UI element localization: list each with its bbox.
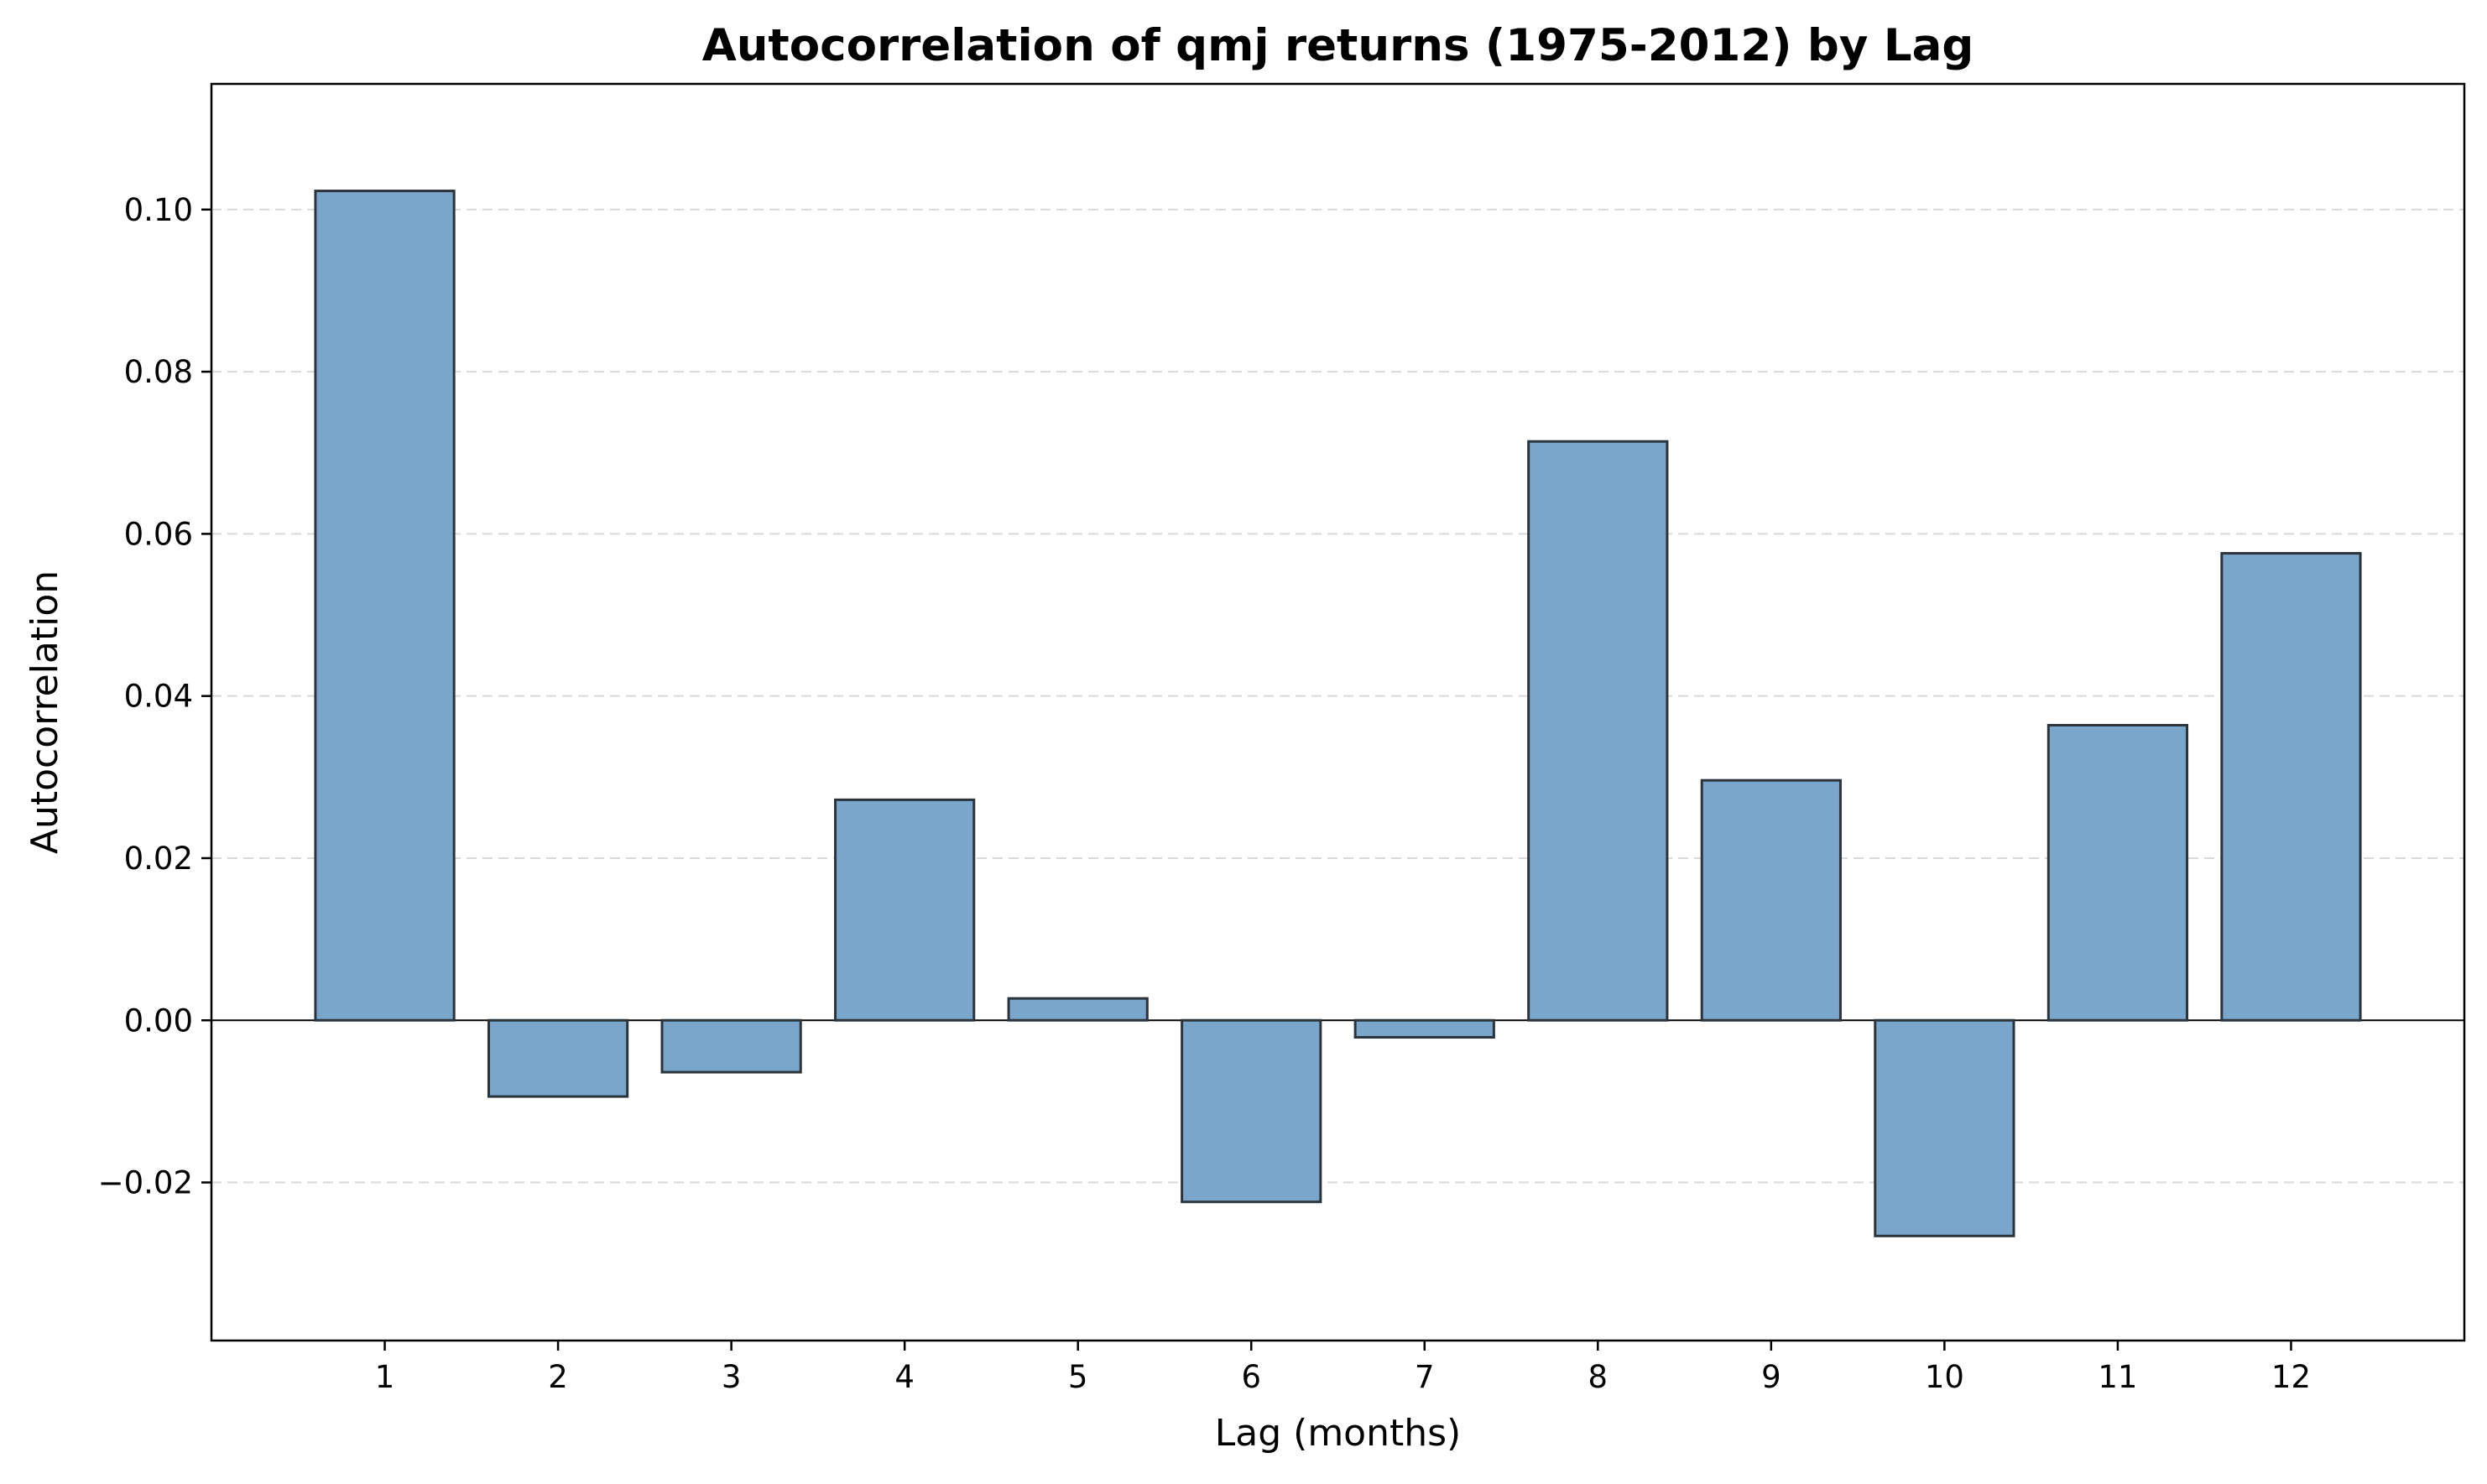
bar-lag-3 <box>660 1018 802 1074</box>
y-axis-ticks: −0.02 0.00 0.02 0.04 0.06 0.08 0.10 <box>98 192 211 1201</box>
bar-lag-4 <box>834 798 976 1022</box>
x-axis-ticks: 1 2 3 4 5 6 7 8 9 10 11 12 <box>375 1341 2311 1395</box>
y-tick-label: 0.10 <box>124 192 193 228</box>
bar-lag-2 <box>487 1018 629 1098</box>
x-tick-label: 9 <box>1761 1359 1781 1395</box>
x-tick-label: 10 <box>1925 1359 1964 1395</box>
bar-lag-6 <box>1181 1018 1322 1204</box>
y-tick-label: 0.08 <box>124 354 193 390</box>
x-tick-label: 1 <box>375 1359 395 1395</box>
y-tick-label: −0.02 <box>98 1165 193 1201</box>
y-tick-label: 0.06 <box>124 516 193 552</box>
plot-frame <box>210 82 2466 1342</box>
y-tick-label: 0.00 <box>124 1002 193 1039</box>
bar-lag-10 <box>1874 1018 2015 1237</box>
x-tick-label: 5 <box>1068 1359 1088 1395</box>
x-tick-label: 4 <box>894 1359 915 1395</box>
chart-title: Autocorrelation of qmj returns (1975-201… <box>702 20 1974 71</box>
x-tick-label: 11 <box>2098 1359 2137 1395</box>
y-tick-label: 0.04 <box>124 679 193 715</box>
y-axis-label: Autocorrelation <box>23 570 66 854</box>
bar-lag-5 <box>1007 997 1149 1022</box>
x-tick-label: 2 <box>548 1359 568 1395</box>
x-tick-label: 6 <box>1241 1359 1261 1395</box>
bars <box>314 190 2362 1237</box>
bar-lag-8 <box>1527 440 1669 1022</box>
bar-lag-7 <box>1353 1018 1495 1039</box>
bar-lag-11 <box>2046 723 2189 1022</box>
bar-lag-9 <box>1700 778 1842 1022</box>
grid-lines <box>211 208 2464 1184</box>
bar-lag-12 <box>2220 552 2362 1022</box>
x-tick-label: 12 <box>2271 1359 2311 1395</box>
x-tick-label: 3 <box>722 1359 742 1395</box>
x-axis-label: Lag (months) <box>1215 1412 1461 1455</box>
x-tick-label: 7 <box>1415 1359 1435 1395</box>
bar-lag-1 <box>314 190 456 1022</box>
x-tick-label: 8 <box>1588 1359 1608 1395</box>
y-tick-label: 0.02 <box>124 841 193 877</box>
